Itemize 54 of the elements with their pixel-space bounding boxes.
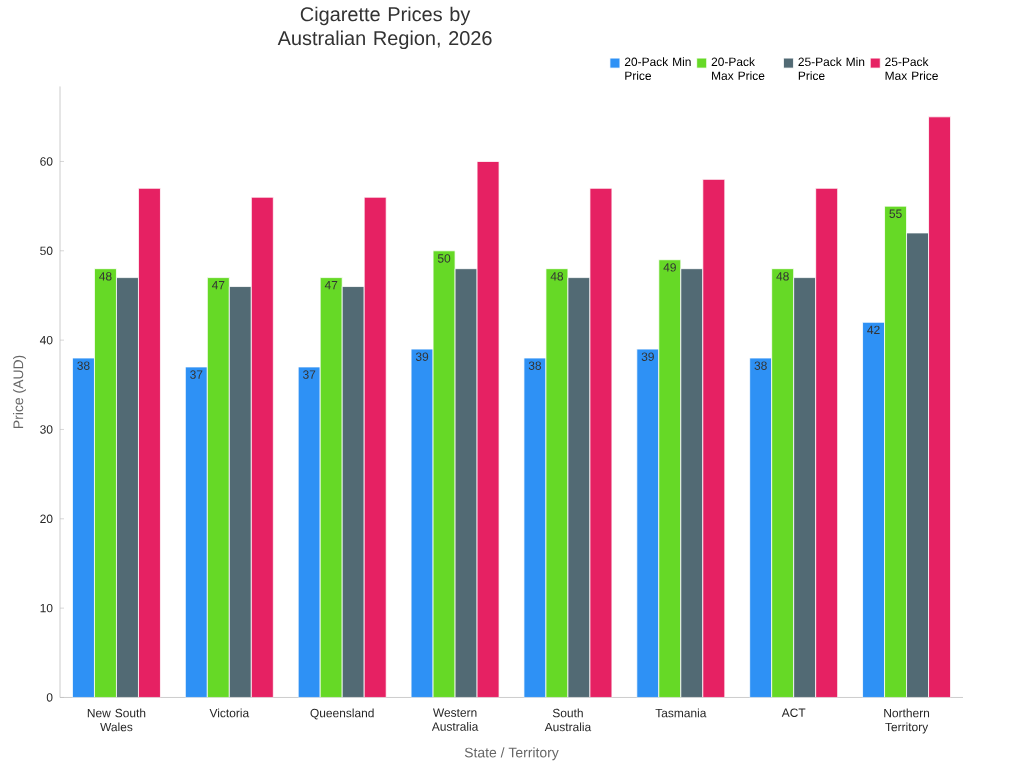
data-label: 55 bbox=[889, 209, 902, 218]
chart-title: Cigarette Prices by Australian Region, 2026 bbox=[277, 6, 492, 49]
bar bbox=[319, 276, 343, 698]
data-label: 38 bbox=[528, 361, 542, 370]
data-label: 37 bbox=[190, 370, 203, 379]
y-tick-label: 60 bbox=[40, 157, 53, 166]
data-label: 38 bbox=[754, 361, 767, 370]
data-label: 42 bbox=[867, 325, 880, 334]
y-tick-label: 20 bbox=[40, 514, 53, 523]
data-label: 39 bbox=[641, 352, 654, 361]
y-tick-label: 10 bbox=[40, 603, 53, 613]
bar bbox=[410, 348, 434, 698]
x-tick-label: ACT bbox=[781, 708, 806, 717]
bar bbox=[545, 268, 569, 698]
bar bbox=[636, 348, 660, 698]
y-axis-title: Price (AUD) bbox=[13, 355, 26, 428]
bar bbox=[206, 276, 230, 698]
legend-label: 20-Pack Max Price bbox=[711, 57, 765, 80]
legend-label: 25-Pack Max Price bbox=[885, 57, 938, 80]
x-tick-label: Northern Territory bbox=[884, 708, 930, 734]
legend-label: 25-Pack Min Price bbox=[798, 57, 865, 80]
data-label: 37 bbox=[303, 370, 316, 379]
x-tick-label: Victoria bbox=[209, 708, 250, 718]
y-tick-label: 40 bbox=[39, 335, 53, 345]
bar bbox=[884, 205, 907, 698]
data-label: 38 bbox=[77, 361, 90, 370]
data-label: 47 bbox=[324, 280, 338, 290]
bar bbox=[749, 357, 773, 698]
data-label: 48 bbox=[99, 271, 112, 281]
bar bbox=[658, 259, 682, 698]
x-tick-label: Queensland bbox=[310, 708, 374, 720]
data-label: 50 bbox=[437, 253, 451, 263]
data-label: 48 bbox=[550, 271, 564, 281]
x-tick-label: Western Australia bbox=[431, 708, 479, 731]
data-label: 39 bbox=[415, 352, 429, 361]
data-label: 47 bbox=[211, 280, 225, 290]
bar bbox=[523, 357, 547, 698]
x-tick-label: South Australia bbox=[544, 708, 592, 732]
y-tick-label: 50 bbox=[40, 246, 53, 255]
data-label: 48 bbox=[776, 271, 789, 281]
bar bbox=[432, 250, 456, 698]
bar bbox=[72, 357, 95, 698]
x-axis-title: State / Territory bbox=[464, 747, 559, 761]
bar bbox=[297, 366, 321, 698]
x-tick-label: Tasmania bbox=[655, 708, 707, 718]
y-tick-label: 30 bbox=[40, 425, 53, 434]
bar bbox=[771, 268, 795, 698]
x-tick-label: New South Wales bbox=[87, 708, 146, 732]
legend-label: 20-Pack Min Price bbox=[624, 57, 691, 80]
bar bbox=[94, 268, 117, 698]
data-label: 49 bbox=[663, 262, 676, 272]
y-tick-label: 0 bbox=[46, 693, 53, 702]
bar bbox=[862, 321, 885, 698]
bar bbox=[184, 366, 208, 698]
